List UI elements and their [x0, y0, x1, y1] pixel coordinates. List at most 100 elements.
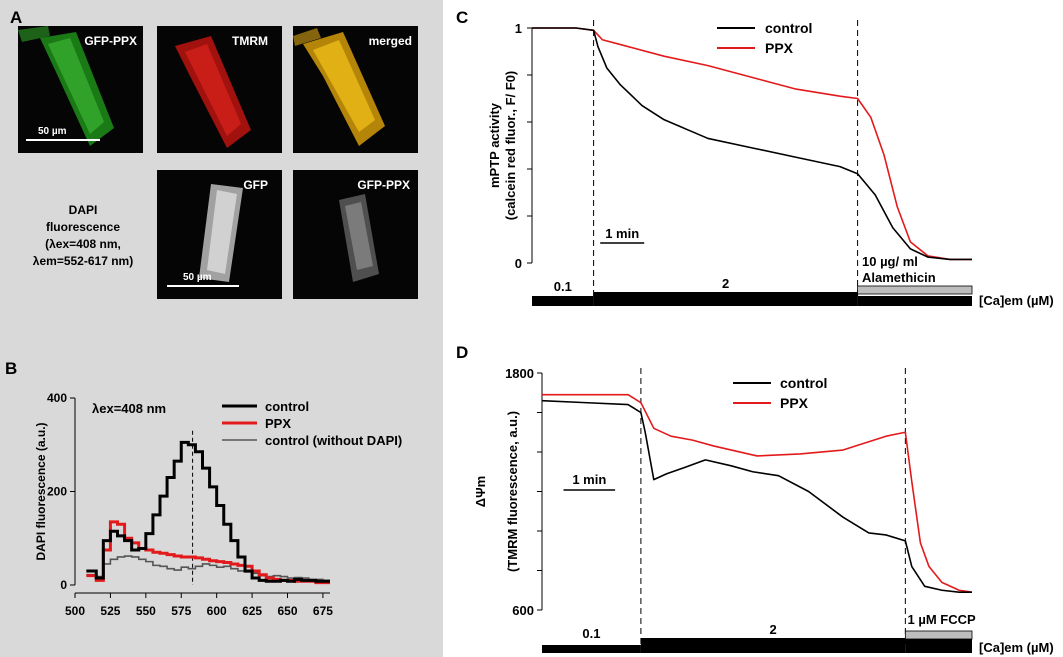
cell-image-gfp-ppx-gray [339, 194, 379, 282]
caption-gfp-ppx: GFP-PPX [84, 34, 137, 48]
dapi-line-3: (λex=408 nm, [45, 237, 121, 251]
caption-gfp: GFP [243, 178, 268, 192]
y-axis-label-line-1: mPTP activity [487, 102, 502, 188]
axis-label: [Ca]em (µM) [979, 293, 1054, 308]
legend-label: control [780, 375, 827, 391]
series-group [86, 440, 330, 585]
y-axis-label-line-2: (calcein red fluor., F/ F0) [503, 71, 518, 221]
protocol-segment [542, 645, 641, 653]
protocol-label: 10 µg/ ml [862, 254, 918, 269]
panel-label-c: C [456, 8, 469, 27]
x-tick-label: 625 [242, 604, 262, 618]
series-line [532, 27, 972, 261]
panel-label-a: A [10, 8, 23, 27]
protocol-segment [532, 296, 594, 306]
micrograph-gfp-ppx-gray: GFP-PPX [293, 170, 418, 299]
time-scale-bar: 1 min [600, 226, 645, 244]
event-lines [593, 20, 859, 296]
y-tick-label: 0 [60, 578, 67, 592]
dapi-line-1: DAPI [68, 203, 98, 217]
series-line-1 [86, 440, 330, 583]
panel-label-d: D [456, 343, 469, 362]
cell-image-gfp-ppx [18, 26, 114, 146]
legend-label: PPX [780, 395, 809, 411]
cell-image-gfp [199, 184, 243, 282]
y-axis-label-line-2: (TMRM fluorescence, a.u.) [505, 411, 520, 572]
panel-label-b: B [5, 359, 18, 378]
y-axis-label: mPTP activity (calcein red fluor., F/ F0… [487, 71, 518, 221]
caption-merged: merged [368, 34, 412, 48]
legend-label: control (without DAPI) [265, 433, 402, 448]
cell-image-merged [293, 28, 385, 146]
protocol-label: Alamethicin [862, 270, 936, 285]
protocol-segment [857, 296, 972, 306]
x-tick-label: 550 [136, 604, 156, 618]
time-scale-bar: 1 min [563, 472, 616, 491]
x-tick-label: 500 [65, 604, 85, 618]
y-axis-label: DAPI fluorescence (a.u.) [34, 422, 48, 560]
micrograph-gfp: GFP 50 µm [157, 170, 282, 299]
scale-bar [167, 285, 239, 287]
caption-gfp-ppx-gray: GFP-PPX [357, 178, 410, 192]
x-tick-label: 575 [171, 604, 191, 618]
cell-image-tmrm [175, 36, 251, 148]
y-axis-label-line-1: ΔΨm [473, 476, 488, 507]
scale-bar [26, 139, 100, 141]
scale-bar-label: 1 min [605, 226, 639, 241]
dapi-line-4: λem=552-617 nm) [32, 254, 134, 268]
y-tick-label: 600 [512, 603, 534, 618]
dapi-line-2: fluorescence [45, 220, 121, 234]
protocol-label: 0.1 [582, 626, 600, 641]
annotation: λex=408 nm [92, 401, 166, 416]
protocol-label: 2 [722, 276, 729, 291]
micrograph-merged: merged [293, 26, 418, 153]
series-line-3 [86, 555, 330, 582]
scale-bar-label: 1 min [572, 472, 606, 487]
axis-label: [Ca]em (µM) [979, 640, 1054, 655]
series-group [532, 27, 972, 261]
calcium-protocol-bar: 0.1 2 1 µM FCCP[Ca]em (µM) [542, 612, 1054, 655]
dapi-caption: DAPI fluorescence (λex=408 nm, λem=552-6… [18, 202, 148, 270]
event-lines [640, 368, 906, 645]
micrograph-gfp-ppx: GFP-PPX 50 µm [18, 26, 143, 153]
caption-tmrm: TMRM [232, 34, 268, 48]
legend-label: PPX [265, 416, 291, 431]
chart-c: 01 mPTP activity (calcein red fluor., F/… [487, 20, 1054, 308]
scale-label: 50 µm [183, 272, 212, 283]
legend-label: control [765, 20, 812, 36]
x-tick-label: 600 [207, 604, 227, 618]
series-line [532, 27, 972, 261]
tick-group: 500 525 550 575 600 625 650 675 0 200 400 [47, 391, 333, 618]
y-tick-label: 1 [515, 21, 522, 36]
tick-group: 01 [515, 21, 533, 271]
protocol-segment [593, 292, 858, 306]
series-line [542, 393, 973, 594]
protocol-segment [640, 638, 906, 653]
series-line [541, 399, 972, 594]
y-tick-label: 0 [515, 256, 522, 271]
y-axis-label: ΔΨm (TMRM fluorescence, a.u.) [473, 411, 520, 572]
x-tick-label: 675 [313, 604, 333, 618]
legend-label: control [265, 399, 309, 414]
protocol-segment-fccp [904, 630, 973, 640]
y-tick-label: 1800 [505, 366, 534, 381]
scale-label: 50 µm [38, 126, 67, 137]
protocol-segment [905, 639, 972, 653]
series-line-2 [86, 520, 330, 585]
chart-d: 600 1800 ΔΨm (TMRM fluorescence, a.u.) co… [473, 366, 1054, 655]
chart-b: 500 525 550 575 600 625 650 675 0 200 400 DAPI flu… [34, 391, 402, 618]
protocol-label: 1 µM FCCP [908, 612, 976, 627]
y-tick-label: 400 [47, 391, 67, 405]
protocol-label: 0.1 [554, 279, 572, 294]
x-tick-label: 525 [100, 604, 120, 618]
protocol-segment-alamethicin [857, 285, 973, 295]
series-group [541, 393, 973, 594]
legend-label: PPX [765, 40, 794, 56]
x-tick-label: 650 [277, 604, 297, 618]
tick-group: 600 1800 [505, 366, 543, 618]
legend: control PPX control (without DAPI) [222, 399, 402, 448]
legend: control PPX [717, 20, 812, 56]
protocol-label: 2 [770, 622, 777, 637]
y-tick-label: 200 [47, 485, 67, 499]
